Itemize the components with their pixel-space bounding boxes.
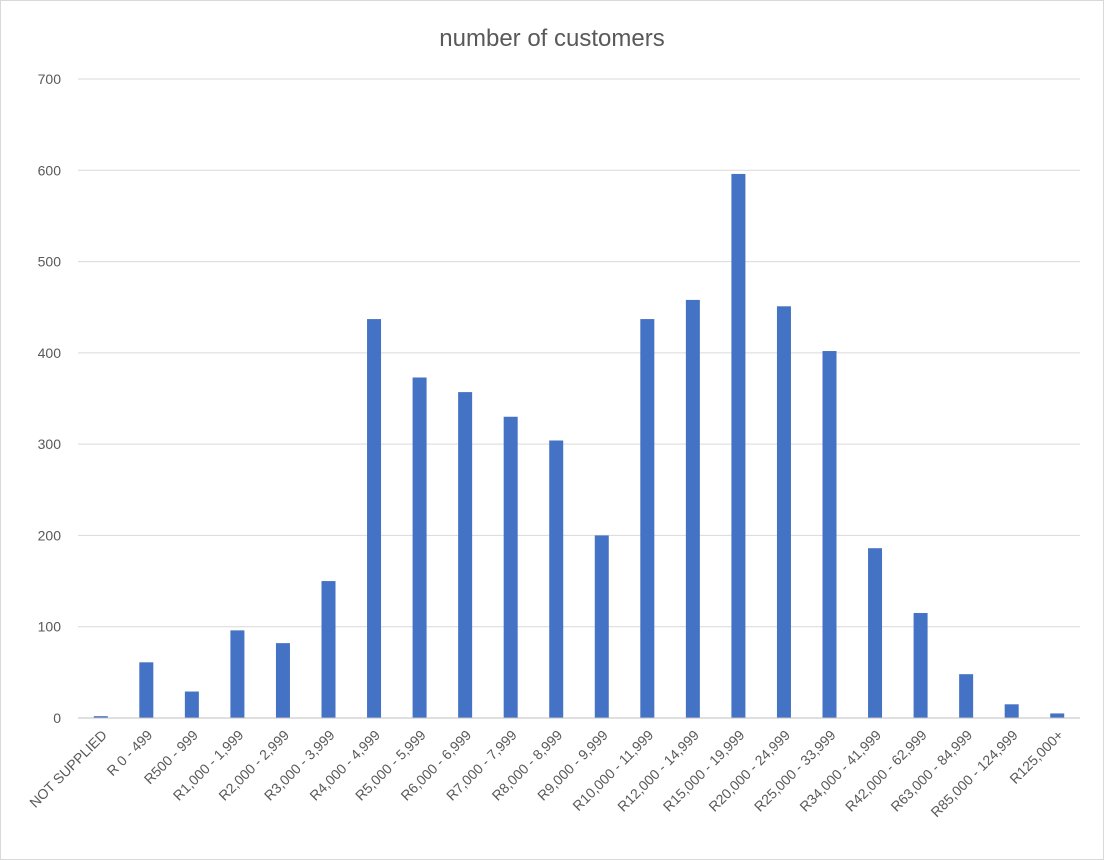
y-tick-label: 700 (38, 71, 62, 87)
bar (731, 173, 746, 719)
y-tick-label: 600 (38, 162, 62, 178)
y-tick-label: 100 (38, 619, 62, 635)
y-tick-label: 200 (38, 527, 62, 543)
x-tick-label: R85,000 - 124,999 (927, 727, 1020, 820)
bar (549, 440, 564, 718)
bar (959, 674, 974, 718)
y-tick-label: 300 (38, 436, 62, 452)
x-tick-label: R63,000 - 84,999 (887, 727, 975, 815)
bar (321, 581, 336, 718)
x-tick-label: NOT SUPPLIED (26, 727, 110, 811)
x-tick-label: R10,000 - 11,999 (569, 727, 656, 814)
x-tick-label: R12,000 - 14,999 (614, 727, 702, 815)
bar (230, 630, 245, 718)
bar (822, 351, 837, 718)
bar (776, 306, 791, 718)
bars (93, 173, 1065, 719)
bar (139, 662, 154, 718)
x-tick-label: R42,000 - 62,999 (842, 727, 930, 815)
bar (93, 716, 108, 718)
bar (503, 416, 518, 718)
bar (458, 392, 473, 718)
bar (1004, 704, 1019, 718)
bar (640, 319, 655, 718)
x-tick-label: R25,000 - 33,999 (751, 727, 839, 815)
chart-title: number of customers (439, 25, 664, 52)
gridlines (78, 78, 1080, 628)
y-axis-ticks: 0 100 200 300 400 500 600 700 (38, 71, 62, 726)
y-tick-label: 400 (38, 345, 62, 361)
bar (913, 613, 928, 718)
y-tick-label: 500 (38, 254, 62, 270)
bar (275, 643, 290, 718)
bar (594, 535, 609, 718)
x-tick-label: R15,000 - 19,999 (660, 727, 748, 815)
bar (1050, 713, 1065, 718)
bar (184, 691, 199, 718)
bar (367, 319, 382, 718)
bar (868, 548, 883, 718)
x-tick-label: R34,000 - 41,999 (796, 727, 884, 815)
y-tick-label: 0 (53, 710, 61, 726)
bar (412, 377, 427, 718)
x-tick-label: R20,000 - 24,999 (705, 727, 793, 815)
bar (685, 299, 700, 718)
